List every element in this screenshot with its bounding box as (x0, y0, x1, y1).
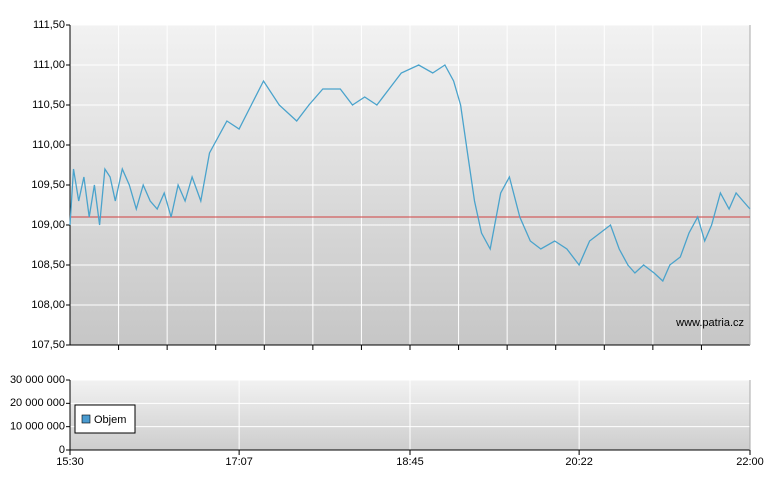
y-tick-label: 110,50 (32, 99, 65, 111)
price-line (69, 64, 751, 283)
y-tick-label: 0 (59, 444, 65, 456)
x-tick-label: 18:45 (396, 456, 424, 468)
y-tick-label: 109,50 (31, 179, 65, 191)
x-tick-label: 17:07 (225, 456, 253, 468)
y-tick-label: 110,00 (32, 139, 65, 151)
y-tick-label: 30 000 000 (10, 374, 65, 386)
watermark: www.patria.cz (675, 317, 744, 329)
legend-label: Objem (94, 414, 126, 426)
x-tick-label: 20:22 (565, 456, 593, 468)
y-tick-label: 107,50 (31, 339, 65, 351)
x-tick-label: 15:30 (56, 456, 84, 468)
x-tick-label: 22:00 (736, 456, 764, 468)
y-tick-label: 20 000 000 (10, 397, 65, 409)
y-tick-label: 108,50 (31, 259, 65, 271)
y-tick-label: 10 000 000 (10, 421, 65, 433)
y-tick-label: 108,00 (31, 299, 65, 311)
legend-swatch (81, 414, 91, 424)
y-tick-label: 111,00 (33, 59, 65, 71)
y-tick-label: 111,50 (33, 19, 65, 31)
y-tick-label: 109,00 (31, 219, 65, 231)
